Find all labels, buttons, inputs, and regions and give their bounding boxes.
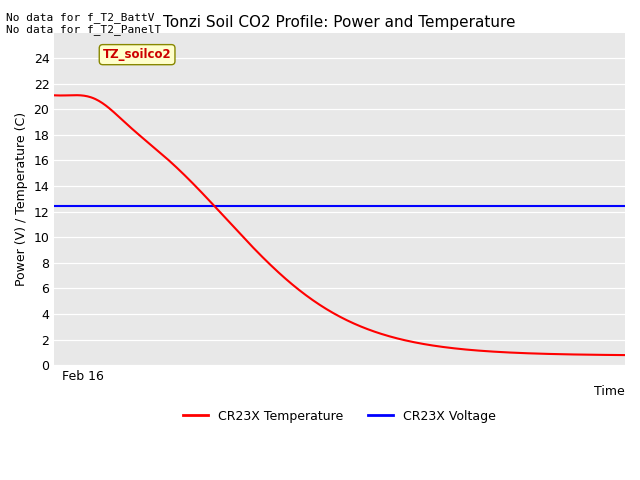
Text: No data for f_T2_BattV: No data for f_T2_BattV xyxy=(6,12,155,23)
Title: Tonzi Soil CO2 Profile: Power and Temperature: Tonzi Soil CO2 Profile: Power and Temper… xyxy=(163,15,516,30)
Text: No data for f_T2_PanelT: No data for f_T2_PanelT xyxy=(6,24,162,35)
Y-axis label: Power (V) / Temperature (C): Power (V) / Temperature (C) xyxy=(15,112,28,286)
Text: TZ_soilco2: TZ_soilco2 xyxy=(103,48,172,61)
Legend: CR23X Temperature, CR23X Voltage: CR23X Temperature, CR23X Voltage xyxy=(178,405,501,428)
Text: Time: Time xyxy=(595,385,625,398)
